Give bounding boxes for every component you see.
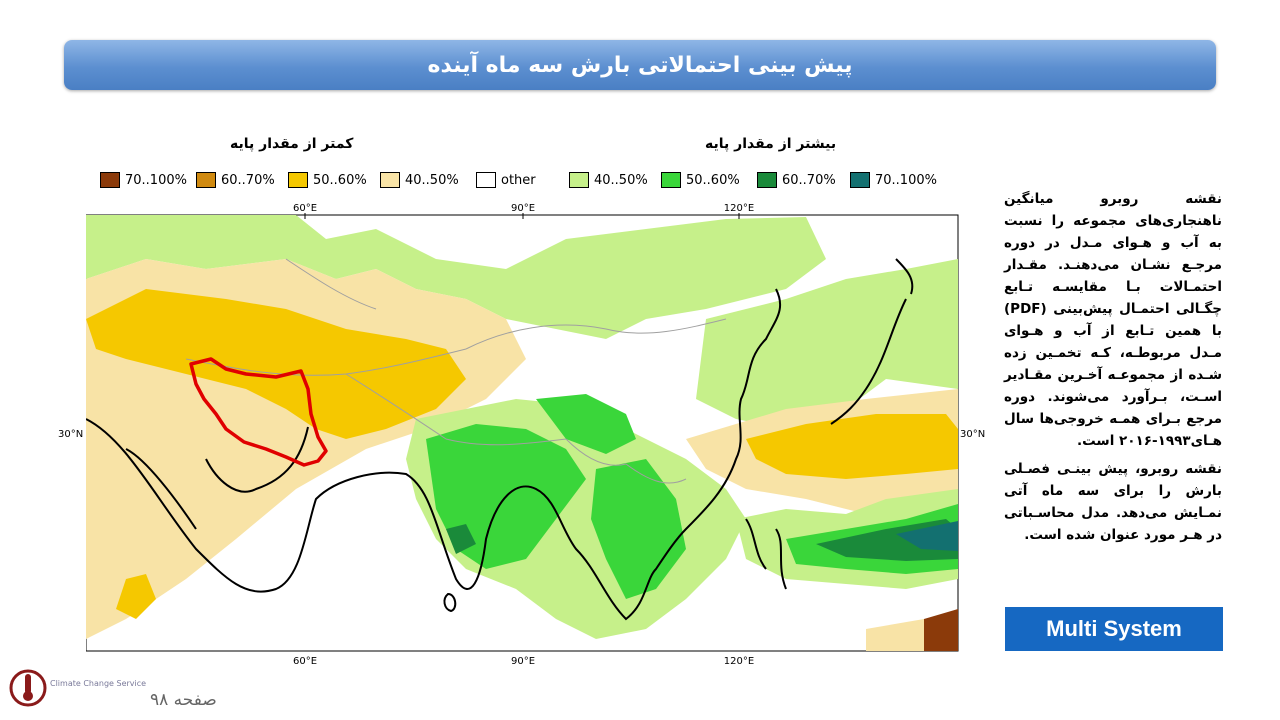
thermometer-logo-icon: Climate Change Service [9,669,146,707]
description-paragraph: نقشه روبرو، پیش بینـی فصـلی بارش را برای… [1004,461,1222,543]
lon-label-bottom: 90°E [511,656,535,667]
legend-item: 70..100% [100,172,187,188]
lat-label-left: 30°N [58,429,84,440]
legend-swatch [380,172,400,188]
below-normal-label: کمتر از مقدار پایه [230,136,354,152]
legend-label: 60..70% [221,172,275,188]
legend-item: 40..50% [569,172,648,188]
country-borders [185,258,727,484]
map-svg: 60°E 90°E 120°E 60°E 90°E 120°E [85,203,959,667]
legend-label: 70..100% [125,172,187,188]
description: نقشه روبرو میانگین ناهنجاری‌های مجموعه ر… [1004,188,1222,552]
legend-label: 70..100% [875,172,937,188]
lon-label-top: 60°E [293,203,317,214]
multi-system-badge: Multi System [1005,607,1223,651]
page-number: صفحه ۹۸ [150,690,217,710]
title-bar: پیش بینی احتمالاتی بارش سه ماه آینده [64,40,1216,90]
multi-system-label: Multi System [1046,616,1182,641]
legend-swatch [100,172,120,188]
legend-swatch [850,172,870,188]
legend-swatch [661,172,681,188]
climate-service-logo: Climate Change Service [6,664,146,716]
legend-item: 70..100% [850,172,937,188]
lon-label-bottom: 60°E [293,656,317,667]
precipitation-forecast-map: 60°E 90°E 120°E 60°E 90°E 120°E [85,199,961,669]
above-normal-label: بیشتر از مقدار پایه [705,136,837,152]
legend-item: 50..60% [661,172,740,188]
legend-item: 50..60% [288,172,367,188]
iran-outline [189,357,328,467]
legend-swatch [569,172,589,188]
legend-swatch [757,172,777,188]
page-title: پیش بینی احتمالاتی بارش سه ماه آینده [427,52,853,78]
legend-label: other [501,172,536,188]
legend-swatch [196,172,216,188]
lon-label-top: 90°E [511,203,535,214]
legend-item: 60..70% [757,172,836,188]
legend-label: 40..50% [405,172,459,188]
legend-item: 60..70% [196,172,275,188]
lon-label-top: 120°E [724,203,754,214]
description-paragraph: نقشه روبرو میانگین ناهنجاری‌های مجموعه ر… [1004,191,1222,449]
logo-text: Climate Change Service [50,679,146,688]
legend-swatch [288,172,308,188]
legend-label: 60..70% [782,172,836,188]
legend-item: 40..50% [380,172,459,188]
legend-item: other [476,172,536,188]
lat-label-right: 30°N [960,429,986,440]
lon-label-bottom: 120°E [724,656,754,667]
legend-label: 50..60% [686,172,740,188]
legend: 70..100% 60..70% 50..60% 40..50% other 4… [96,172,956,194]
legend-label: 40..50% [594,172,648,188]
legend-label: 50..60% [313,172,367,188]
legend-swatch [476,172,496,188]
coastlines [85,258,914,621]
